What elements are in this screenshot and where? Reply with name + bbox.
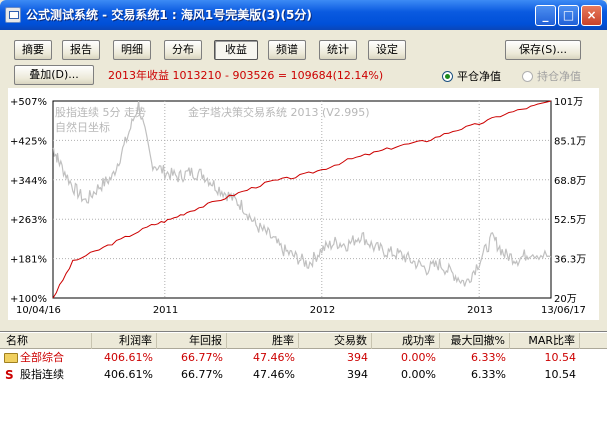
- radio-close-equity-label: 平仓净值: [457, 70, 501, 83]
- tab-summary[interactable]: 摘要: [14, 40, 52, 60]
- legend-axis-label: 自然日坐标: [55, 120, 110, 134]
- chart-grid: [52, 100, 552, 299]
- x-tick-label: 13/06/17: [541, 305, 586, 316]
- plot-frame: [52, 100, 552, 299]
- radio-hold-equity: 持仓净值: [522, 68, 581, 84]
- radio-hold-equity-label: 持仓净值: [537, 70, 581, 83]
- table-row[interactable]: 全部综合 406.61% 66.77% 47.46% 394 0.00% 6.3…: [0, 350, 607, 366]
- table-header: 名称 利润率 年回报 胜率 交易数 成功率 最大回撤% MAR比率: [0, 333, 607, 349]
- app-icon: [5, 7, 21, 23]
- tab-settings[interactable]: 设定: [368, 40, 406, 60]
- chart-labels: +507% +425% +344% +263% +181% +100% 101万 85.1万 6…: [10, 97, 586, 316]
- price-series-line: [52, 101, 552, 287]
- right-tick-label: 36.3万: [554, 255, 586, 266]
- left-tick-label: +100%: [10, 294, 47, 305]
- header-mar[interactable]: MAR比率: [510, 333, 580, 349]
- row-trades: 394: [347, 368, 368, 381]
- header-name[interactable]: 名称: [2, 333, 92, 349]
- equity-chart-svg: +507% +425% +344% +263% +181% +100% 101万 85.1万 6…: [10, 97, 586, 316]
- row-win: 47.46%: [253, 368, 295, 381]
- row-win: 47.46%: [253, 351, 295, 364]
- radio-unselected-icon: [522, 71, 533, 82]
- row-name: 全部综合: [20, 351, 64, 364]
- left-tick-label: +425%: [10, 136, 47, 147]
- header-success[interactable]: 成功率: [372, 333, 440, 349]
- left-tick-label: +507%: [10, 97, 47, 108]
- left-tick-label: +263%: [10, 215, 47, 226]
- tab-report[interactable]: 报告: [62, 40, 100, 60]
- header-annual[interactable]: 年回报: [157, 333, 227, 349]
- price-series: [52, 101, 552, 287]
- row-success: 0.00%: [401, 368, 436, 381]
- row-mar: 10.54: [544, 368, 577, 381]
- year-summary-text: 2013年收益 1013210 - 903526 = 109684(12.14%…: [108, 69, 384, 82]
- left-tick-label: +344%: [10, 176, 47, 187]
- symbol-s-icon: S: [5, 368, 14, 382]
- x-tick-label: 10/04/16: [16, 305, 61, 316]
- minimize-button[interactable]: _: [535, 5, 556, 26]
- right-tick-label: 85.1万: [554, 136, 586, 147]
- row-mar: 10.54: [544, 351, 577, 364]
- x-tick-label: 2011: [153, 305, 178, 316]
- watermark-label: 金字塔决策交易系统 2013 (V2.995): [188, 105, 370, 119]
- right-tick-label: 101万: [554, 97, 583, 108]
- tab-spectrum[interactable]: 频谱: [268, 40, 306, 60]
- header-win[interactable]: 胜率: [227, 333, 299, 349]
- row-profit: 406.61%: [104, 351, 153, 364]
- folder-icon: [4, 353, 18, 363]
- x-tick-label: 2013: [467, 305, 492, 316]
- row-annual: 66.77%: [181, 351, 223, 364]
- radio-close-equity[interactable]: 平仓净值: [442, 68, 501, 84]
- right-tick-label: 52.5万: [554, 215, 586, 226]
- row-success: 0.00%: [401, 351, 436, 364]
- row-drawdown: 6.33%: [471, 368, 506, 381]
- right-tick-label: 20万: [554, 294, 577, 305]
- header-profit[interactable]: 利润率: [92, 333, 157, 349]
- results-table[interactable]: 名称 利润率 年回报 胜率 交易数 成功率 最大回撤% MAR比率 全部综合 4…: [0, 331, 607, 430]
- row-drawdown: 6.33%: [471, 351, 506, 364]
- right-tick-label: 68.8万: [554, 176, 586, 187]
- left-tick-label: +181%: [10, 255, 47, 266]
- header-trades[interactable]: 交易数: [299, 333, 372, 349]
- row-name: 股指连续: [20, 368, 64, 381]
- header-drawdown[interactable]: 最大回撤%: [440, 333, 510, 349]
- equity-series-line: [52, 100, 552, 299]
- tab-distribution[interactable]: 分布: [164, 40, 202, 60]
- equity-series: [52, 100, 552, 299]
- row-trades: 394: [347, 351, 368, 364]
- tab-returns[interactable]: 收益: [214, 40, 258, 60]
- tab-statistics[interactable]: 统计: [319, 40, 357, 60]
- legend-series-label: 股指连续 5分 走势: [55, 105, 146, 119]
- overlay-button[interactable]: 叠加(D)...: [14, 65, 94, 85]
- table-row[interactable]: S 股指连续 406.61% 66.77% 47.46% 394 0.00% 6…: [0, 367, 607, 383]
- save-button[interactable]: 保存(S)...: [505, 40, 581, 60]
- x-tick-label: 2012: [310, 305, 335, 316]
- window-title: 公式测试系统 - 交易系统1 : 海风1号完美版(3)(5分): [26, 8, 312, 22]
- equity-chart[interactable]: +507% +425% +344% +263% +181% +100% 101万 85.1万 6…: [8, 88, 599, 320]
- radio-selected-icon: [442, 71, 453, 82]
- row-profit: 406.61%: [104, 368, 153, 381]
- close-button[interactable]: ×: [581, 5, 602, 26]
- title-bar: 公式测试系统 - 交易系统1 : 海风1号完美版(3)(5分) _ □ ×: [0, 0, 607, 30]
- tab-details[interactable]: 明细: [113, 40, 151, 60]
- maximize-button[interactable]: □: [558, 5, 579, 26]
- row-annual: 66.77%: [181, 368, 223, 381]
